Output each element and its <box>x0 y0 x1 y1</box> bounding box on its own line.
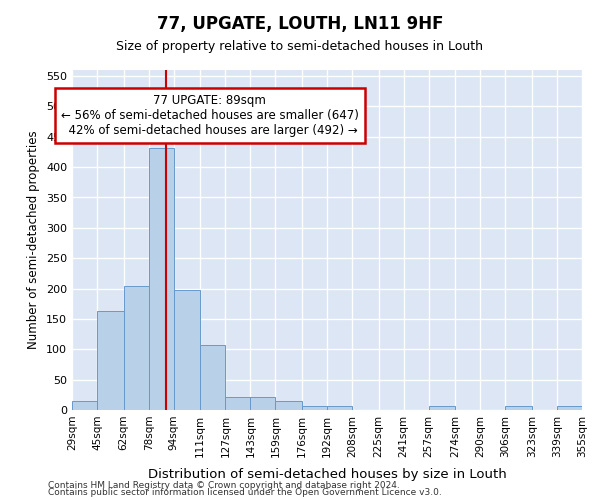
Bar <box>226 396 250 410</box>
Bar <box>327 406 352 410</box>
Text: Contains HM Land Registry data © Crown copyright and database right 2024.: Contains HM Land Registry data © Crown c… <box>48 480 400 490</box>
Bar <box>173 290 200 410</box>
Bar <box>149 148 173 410</box>
Bar <box>200 345 226 410</box>
Bar <box>124 286 149 410</box>
Bar <box>302 406 327 410</box>
Bar <box>97 311 124 410</box>
Bar <box>250 396 275 410</box>
Bar <box>428 406 455 410</box>
Bar <box>557 406 582 410</box>
Text: 77, UPGATE, LOUTH, LN11 9HF: 77, UPGATE, LOUTH, LN11 9HF <box>157 15 443 33</box>
X-axis label: Distribution of semi-detached houses by size in Louth: Distribution of semi-detached houses by … <box>148 468 506 481</box>
Y-axis label: Number of semi-detached properties: Number of semi-detached properties <box>28 130 40 350</box>
Text: Size of property relative to semi-detached houses in Louth: Size of property relative to semi-detach… <box>116 40 484 53</box>
Bar <box>505 406 532 410</box>
Text: Contains public sector information licensed under the Open Government Licence v3: Contains public sector information licen… <box>48 488 442 497</box>
Text: 77 UPGATE: 89sqm
← 56% of semi-detached houses are smaller (647)
  42% of semi-d: 77 UPGATE: 89sqm ← 56% of semi-detached … <box>61 94 359 137</box>
Bar <box>72 401 97 410</box>
Bar <box>275 401 302 410</box>
